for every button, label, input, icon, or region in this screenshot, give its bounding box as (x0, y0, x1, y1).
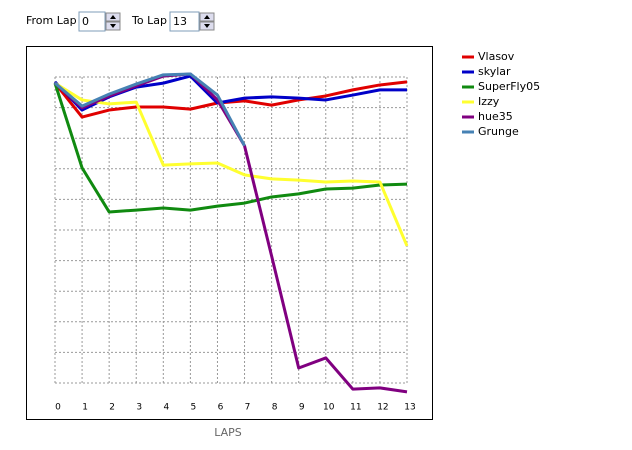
from-input[interactable] (78, 11, 106, 32)
legend-label: SuperFly05 (478, 80, 540, 93)
x-tick-label: 9 (299, 403, 305, 413)
x-tick-label: 3 (136, 403, 142, 413)
x-tick-label: 12 (377, 403, 388, 413)
from-label: From Lap (26, 14, 77, 27)
to-value[interactable]: 13 (173, 15, 187, 28)
x-tick-label: 0 (55, 403, 61, 413)
x-tick-label: 10 (323, 403, 335, 413)
chart-frame (26, 46, 433, 420)
series-line (54, 72, 246, 147)
x-tick-label: 1 (82, 403, 88, 413)
legend-label: hue35 (478, 110, 513, 123)
legend-label: skylar (478, 65, 511, 78)
x-axis-label: LAPS (214, 426, 242, 439)
legend-label: Grunge (478, 125, 519, 138)
x-tick-label: 5 (191, 403, 197, 413)
series-line (53, 82, 408, 214)
legend-label: Vlasov (478, 50, 515, 63)
spin-arrows (204, 15, 210, 28)
from-value[interactable]: 0 (82, 15, 89, 28)
x-tick-label: 8 (272, 403, 278, 413)
series-line (54, 81, 409, 247)
spin-arrows (110, 15, 116, 28)
to-label: To Lap (131, 14, 167, 27)
x-tick-label: 11 (350, 403, 361, 413)
x-tick-label: 2 (109, 403, 115, 413)
x-tick-label: 7 (245, 403, 251, 413)
legend-label: Izzy (478, 95, 500, 108)
x-tick-label: 13 (404, 403, 415, 413)
to-input[interactable] (169, 11, 200, 32)
x-tick-label: 6 (218, 403, 224, 413)
x-tick-label: 4 (163, 403, 169, 413)
